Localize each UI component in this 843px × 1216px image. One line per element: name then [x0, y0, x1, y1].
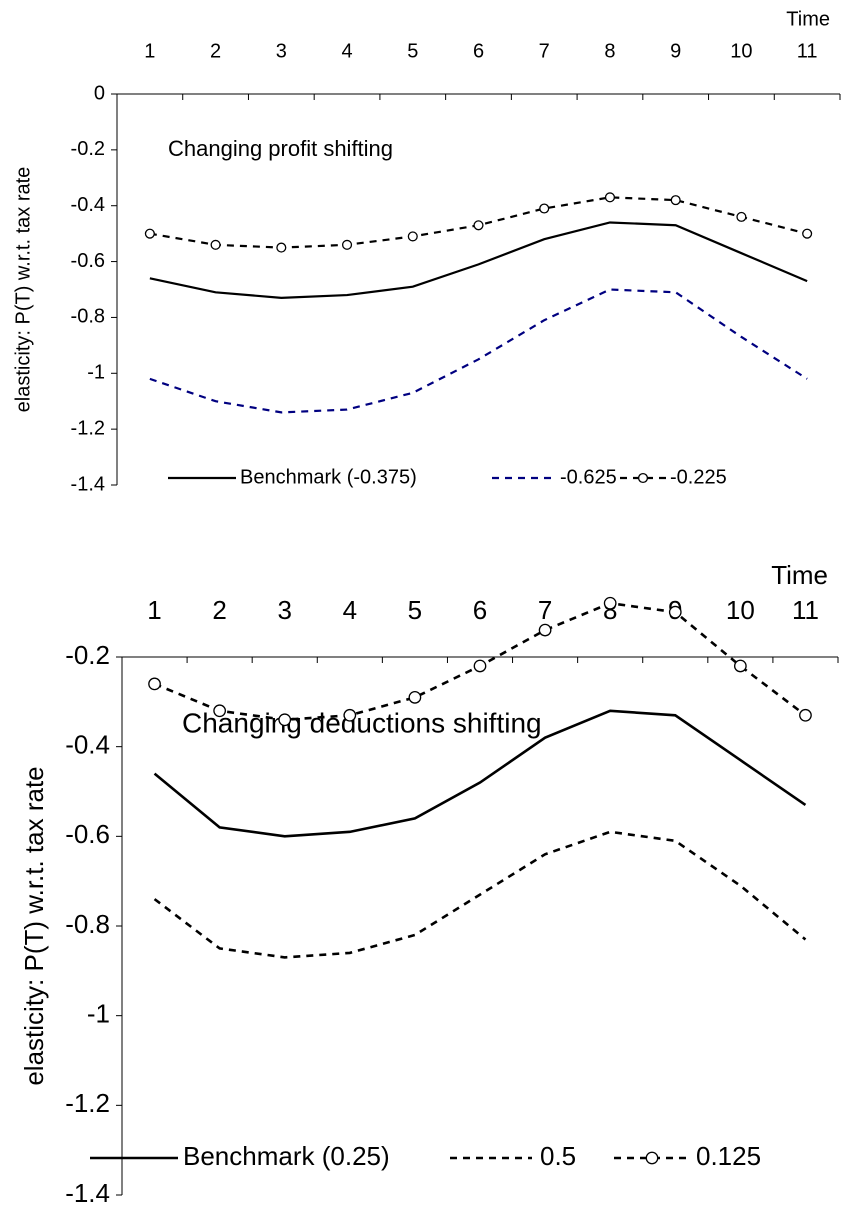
legend-marker — [637, 472, 649, 484]
x-tick-label: 1 — [147, 595, 161, 625]
point-marker — [670, 195, 681, 206]
point-marker — [538, 623, 552, 637]
y-tick-label: -0.2 — [71, 138, 105, 160]
x-tick-label: 10 — [730, 40, 752, 62]
y-tick-label: 0 — [94, 82, 105, 104]
point-marker — [539, 203, 550, 214]
y-tick-label: -1.2 — [65, 1088, 110, 1118]
x-tick-label: 10 — [726, 595, 755, 625]
series-line — [153, 709, 807, 838]
legend-label: Benchmark (0.25) — [183, 1141, 390, 1171]
legend-label: 0.5 — [540, 1141, 576, 1171]
point-marker — [668, 605, 682, 619]
x-tick-label: 3 — [277, 595, 291, 625]
x-tick-label: 2 — [212, 595, 226, 625]
x-tick-label: 6 — [473, 595, 487, 625]
point-marker — [276, 242, 287, 253]
point-marker — [144, 228, 155, 239]
legend-label: -0.225 — [670, 466, 727, 488]
legend-label: -0.625 — [560, 466, 617, 488]
y-axis-title: elasticity: P(T) w.r.t. tax rate — [12, 167, 34, 413]
point-marker — [473, 220, 484, 231]
x-tick-label: 4 — [343, 595, 357, 625]
y-tick-label: -0.4 — [71, 194, 105, 216]
series-line — [149, 288, 808, 414]
y-tick-label: -1.4 — [65, 1178, 110, 1208]
point-marker — [802, 228, 813, 239]
x-tick-label: 5 — [407, 40, 418, 62]
x-tick-label: 5 — [408, 595, 422, 625]
point-marker — [473, 659, 487, 673]
x-tick-label: 7 — [539, 40, 550, 62]
x-tick-label: 1 — [144, 40, 155, 62]
point-marker — [604, 192, 616, 203]
x-tick-label: 6 — [473, 40, 484, 62]
legend-label: Benchmark (-0.375) — [240, 466, 417, 488]
point-marker — [799, 708, 812, 722]
y-tick-label: -1 — [87, 362, 105, 384]
y-axis-title: elasticity: P(T) w.r.t. tax rate — [19, 766, 49, 1085]
series-line — [153, 830, 807, 959]
y-tick-label: -1 — [87, 999, 110, 1029]
x-tick-label: 4 — [341, 40, 352, 62]
x-tick-label: 9 — [670, 40, 681, 62]
x-axis-title: Time — [771, 560, 828, 590]
y-tick-label: -1.4 — [71, 473, 105, 495]
point-marker — [408, 690, 422, 704]
series-line — [149, 221, 808, 299]
y-tick-label: -0.8 — [71, 306, 105, 328]
point-marker — [278, 713, 292, 727]
point-marker — [733, 659, 747, 673]
x-tick-label: 11 — [792, 595, 819, 625]
point-marker — [341, 239, 353, 250]
x-tick-label: 8 — [604, 40, 615, 62]
y-tick-label: -1.2 — [71, 417, 105, 439]
y-tick-label: -0.2 — [65, 640, 110, 670]
point-marker — [148, 677, 161, 691]
point-marker — [407, 231, 418, 242]
point-marker — [210, 239, 221, 250]
y-tick-label: -0.6 — [71, 250, 105, 272]
y-tick-label: -0.4 — [65, 730, 110, 760]
y-tick-label: -0.8 — [65, 909, 110, 939]
x-axis-title: Time — [786, 8, 830, 30]
x-tick-label: 2 — [210, 40, 221, 62]
x-tick-label: 11 — [797, 40, 818, 62]
point-marker — [213, 704, 227, 718]
legend-label: 0.125 — [696, 1141, 761, 1171]
y-tick-label: -0.6 — [65, 819, 110, 849]
x-tick-label: 3 — [276, 40, 287, 62]
point-marker — [343, 708, 357, 722]
point-marker — [736, 211, 747, 222]
point-marker — [603, 596, 617, 610]
x-tick-label: 7 — [538, 595, 552, 625]
legend-marker — [645, 1151, 659, 1165]
annotation: Changing profit shifting — [168, 136, 393, 161]
